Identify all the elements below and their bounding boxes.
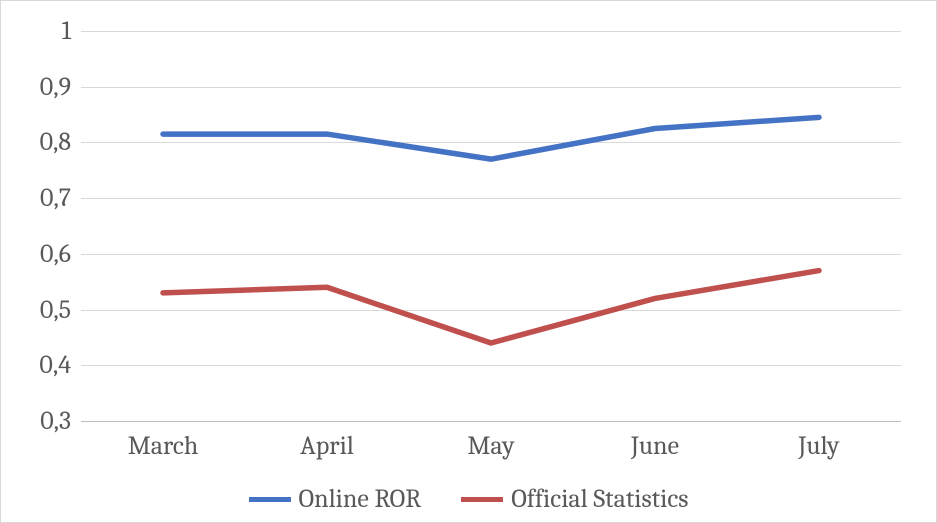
legend-label: Official Statistics (511, 484, 688, 514)
x-axis-label: June (631, 421, 679, 461)
y-axis-label: 0,3 (40, 406, 81, 436)
line-chart: 0,3 0,4 0,5 0,6 0,7 0,8 0,9 1 March April May June J… (0, 0, 937, 523)
plot-area: 0,30,40,50,60,70,80,91MarchAprilMayJuneJ… (81, 31, 901, 421)
y-axis-label: 0,4 (39, 350, 81, 380)
x-axis-label: March (128, 421, 199, 461)
x-axis-label: July (798, 421, 839, 461)
x-axis-label: May (467, 421, 514, 461)
series-layer (81, 31, 901, 421)
y-axis-label: 1 (62, 16, 81, 46)
legend-label: Online ROR (299, 484, 422, 514)
series-line (163, 271, 819, 343)
y-axis-label: 0,7 (40, 183, 81, 213)
y-axis-label: 0,6 (40, 239, 81, 269)
y-axis-label: 0,8 (40, 127, 81, 157)
legend-swatch (249, 497, 291, 502)
y-axis-label: 0,9 (40, 72, 81, 102)
x-axis-label: April (300, 421, 354, 461)
legend-item: Online ROR (249, 484, 422, 514)
series-line (163, 117, 819, 159)
legend-swatch (461, 497, 503, 502)
legend: Online ROR Official Statistics (1, 484, 936, 514)
y-axis-label: 0,5 (40, 295, 81, 325)
legend-item: Official Statistics (461, 484, 688, 514)
